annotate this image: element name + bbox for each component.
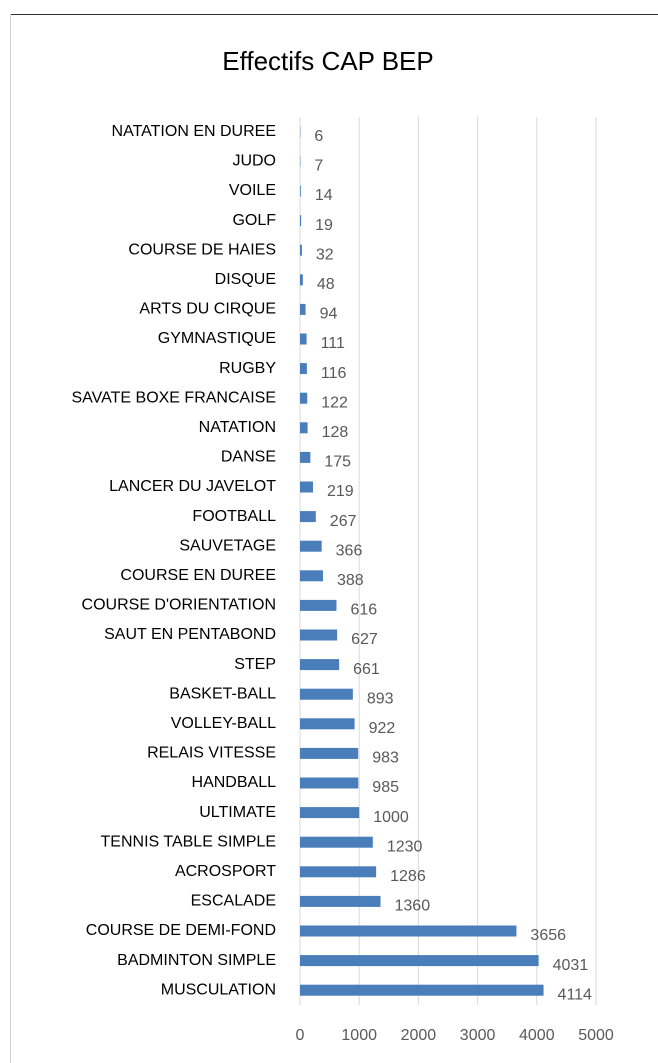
y-tick-label: JUDO [232, 153, 276, 170]
y-tick-label: DISQUE [215, 271, 276, 288]
y-tick-label: SAVATE BOXE FRANCAISE [72, 389, 277, 406]
bar [300, 925, 517, 937]
bar [300, 274, 303, 286]
y-tick-label: RELAIS VITESSE [147, 745, 276, 762]
value-label: 7 [314, 158, 323, 175]
y-tick-label: MUSCULATION [161, 981, 276, 998]
value-label: 985 [372, 779, 399, 796]
value-label: 175 [324, 454, 351, 471]
value-label: 4114 [558, 986, 593, 1003]
value-label: 267 [330, 513, 357, 530]
bar [300, 392, 308, 404]
bar [300, 303, 306, 315]
bar [300, 955, 539, 967]
y-tick-label: FOOTBALL [192, 508, 276, 525]
value-label: 893 [367, 690, 394, 707]
bar [300, 481, 313, 493]
value-label: 116 [321, 365, 347, 382]
value-label: 661 [353, 661, 380, 678]
y-tick-label: BASKET-BALL [169, 685, 276, 702]
y-tick-label: HANDBALL [192, 774, 277, 791]
value-label: 366 [336, 542, 363, 559]
value-label: 128 [322, 424, 349, 441]
bar [300, 688, 353, 700]
value-label: 94 [320, 306, 338, 323]
y-tick-label: COURSE DE HAIES [128, 241, 276, 258]
value-label: 6 [314, 128, 323, 145]
y-tick-label: STEP [234, 656, 276, 673]
bar [300, 511, 316, 523]
bar [300, 777, 359, 789]
bar [300, 984, 544, 996]
y-tick-label: BADMINTON SIMPLE [117, 952, 276, 969]
value-label: 122 [321, 394, 348, 411]
value-label: 1230 [387, 838, 423, 855]
y-tick-label: GYMNASTIQUE [158, 330, 276, 347]
bar [300, 540, 322, 552]
bar [300, 747, 359, 759]
y-tick-label: RUGBY [219, 360, 276, 377]
y-tick-label: GOLF [232, 212, 276, 229]
value-label: 616 [350, 602, 377, 619]
x-tick-label: 3000 [460, 1027, 496, 1044]
bar [300, 244, 302, 256]
bar [300, 185, 301, 197]
value-label: 922 [369, 720, 396, 737]
x-tick-label: 4000 [519, 1027, 555, 1044]
x-tick-label: 0 [296, 1027, 305, 1044]
x-tick-label: 1000 [341, 1027, 377, 1044]
y-tick-label: VOLLEY-BALL [171, 715, 276, 732]
chart-title: Effectifs CAP BEP [222, 46, 433, 76]
bar [300, 836, 373, 848]
value-label: 19 [315, 217, 333, 234]
value-label: 1360 [395, 898, 431, 915]
value-label: 32 [316, 246, 334, 263]
x-tick-label: 5000 [578, 1027, 614, 1044]
y-tick-label: COURSE DE DEMI-FOND [86, 922, 276, 939]
bar [300, 570, 323, 582]
bar [300, 866, 377, 878]
y-tick-label: NATATION EN DUREE [112, 123, 276, 140]
value-label: 3656 [530, 927, 566, 944]
y-tick-label: SAUT EN PENTABOND [104, 626, 276, 643]
value-label: 983 [372, 750, 399, 767]
value-label: 1000 [373, 809, 409, 826]
value-label: 111 [321, 335, 345, 352]
y-tick-label: ULTIMATE [199, 804, 276, 821]
value-label: 627 [351, 631, 378, 648]
bar [300, 807, 360, 819]
y-tick-label: LANCER DU JAVELOT [109, 478, 276, 495]
value-label: 219 [327, 483, 354, 500]
bar [300, 659, 340, 671]
bar [300, 422, 308, 434]
y-tick-label: COURSE EN DUREE [120, 567, 276, 584]
bar [300, 599, 337, 611]
y-tick-label: TENNIS TABLE SIMPLE [101, 833, 276, 850]
y-tick-label: ESCALADE [191, 893, 276, 910]
y-tick-label: VOILE [229, 182, 276, 199]
bar [300, 629, 338, 641]
y-tick-label: ARTS DU CIRQUE [139, 301, 276, 318]
bar [300, 333, 307, 345]
y-tick-label: ACROSPORT [175, 863, 276, 880]
y-tick-label: NATATION [199, 419, 276, 436]
value-label: 48 [317, 276, 335, 293]
y-tick-label: DANSE [221, 449, 276, 466]
bar [300, 895, 381, 907]
value-label: 1286 [390, 868, 426, 885]
bar [300, 215, 302, 227]
y-tick-label: SAUVETAGE [179, 537, 276, 554]
y-tick-label: COURSE D'ORIENTATION [82, 597, 276, 614]
value-label: 388 [337, 572, 364, 589]
bar [300, 718, 355, 730]
value-label: 14 [315, 187, 333, 204]
value-label: 4031 [553, 957, 589, 974]
x-tick-label: 2000 [401, 1027, 437, 1044]
bar [300, 451, 311, 463]
bar [300, 363, 307, 375]
